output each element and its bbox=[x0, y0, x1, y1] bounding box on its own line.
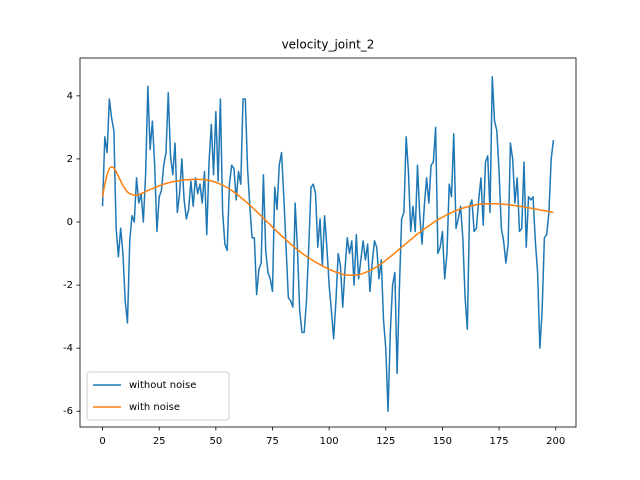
x-tick-label: 25 bbox=[153, 436, 166, 447]
plot-frame bbox=[79, 57, 577, 428]
x-tick-label: 50 bbox=[209, 436, 222, 447]
y-tick-label: 4 bbox=[67, 91, 73, 102]
legend-box bbox=[86, 371, 230, 421]
x-tick-label: 75 bbox=[266, 436, 279, 447]
x-tick-label: 150 bbox=[433, 436, 452, 447]
y-tick-label: -4 bbox=[63, 343, 73, 354]
legend: without noise with noise bbox=[86, 371, 230, 421]
y-tick-label: 0 bbox=[67, 217, 73, 228]
y-tick-label: -6 bbox=[63, 406, 73, 417]
chart-title: velocity_joint_2 bbox=[282, 38, 375, 52]
y-tick-label: 2 bbox=[67, 154, 73, 165]
x-tick-label: 175 bbox=[490, 436, 509, 447]
legend-label: without noise bbox=[129, 380, 196, 391]
y-tick-label: -2 bbox=[63, 280, 73, 291]
x-tick-label: 100 bbox=[320, 436, 339, 447]
x-tick-label: 0 bbox=[99, 436, 105, 447]
x-tick-label: 125 bbox=[376, 436, 395, 447]
series-line bbox=[101, 166, 554, 277]
x-tick-label: 200 bbox=[546, 436, 565, 447]
legend-label: with noise bbox=[129, 402, 180, 413]
